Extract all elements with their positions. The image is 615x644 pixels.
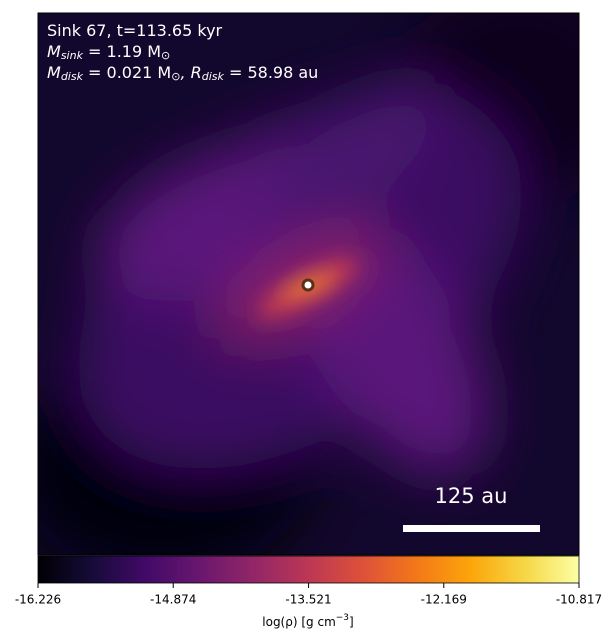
subscript: disk: [202, 70, 225, 83]
text-part: M: [47, 42, 61, 61]
annotation: Sink 67, t=113.65 kyr: [47, 21, 223, 40]
tick-label: -13.521: [285, 593, 331, 607]
density-map: [38, 13, 579, 555]
annotation: Msink = 1.19 M⊙: [47, 42, 170, 63]
tick-label: -14.874: [150, 593, 196, 607]
text-part: = 1.19 M: [83, 42, 161, 61]
subscript: sink: [61, 49, 84, 62]
text-part: = 0.021 M: [83, 63, 171, 82]
colorbar-axis: -16.226 -14.874 -13.521 -12.169 -10.817 log(ρ…: [15, 583, 602, 629]
subscript: disk: [61, 70, 84, 83]
subscript: ⊙: [161, 49, 170, 62]
annotation: Mdisk = 0.021 M⊙, Rdisk = 58.98 au: [47, 63, 318, 84]
colorbar-label: log(ρ) [g cm−3]: [262, 613, 353, 629]
subscript: ⊙: [171, 70, 180, 83]
colorbar: [37, 555, 580, 584]
tick-label: -16.226: [15, 593, 61, 607]
tick-label: -10.817: [556, 593, 602, 607]
text-part: M: [47, 63, 61, 82]
text-part: , R: [180, 63, 201, 82]
text-part: Sink 67, t=113.65 kyr: [47, 21, 223, 40]
sink: [301, 278, 315, 292]
scale-bar-label: 125 au: [435, 484, 508, 508]
tick-label: -12.169: [421, 593, 467, 607]
scale-bar: [403, 525, 540, 532]
text-part: ]: [349, 615, 354, 629]
superscript: −3: [336, 613, 349, 623]
frame: [37, 12, 580, 556]
text-part: log(ρ) [g cm: [262, 615, 336, 629]
text-part: = 58.98 au: [224, 63, 318, 82]
